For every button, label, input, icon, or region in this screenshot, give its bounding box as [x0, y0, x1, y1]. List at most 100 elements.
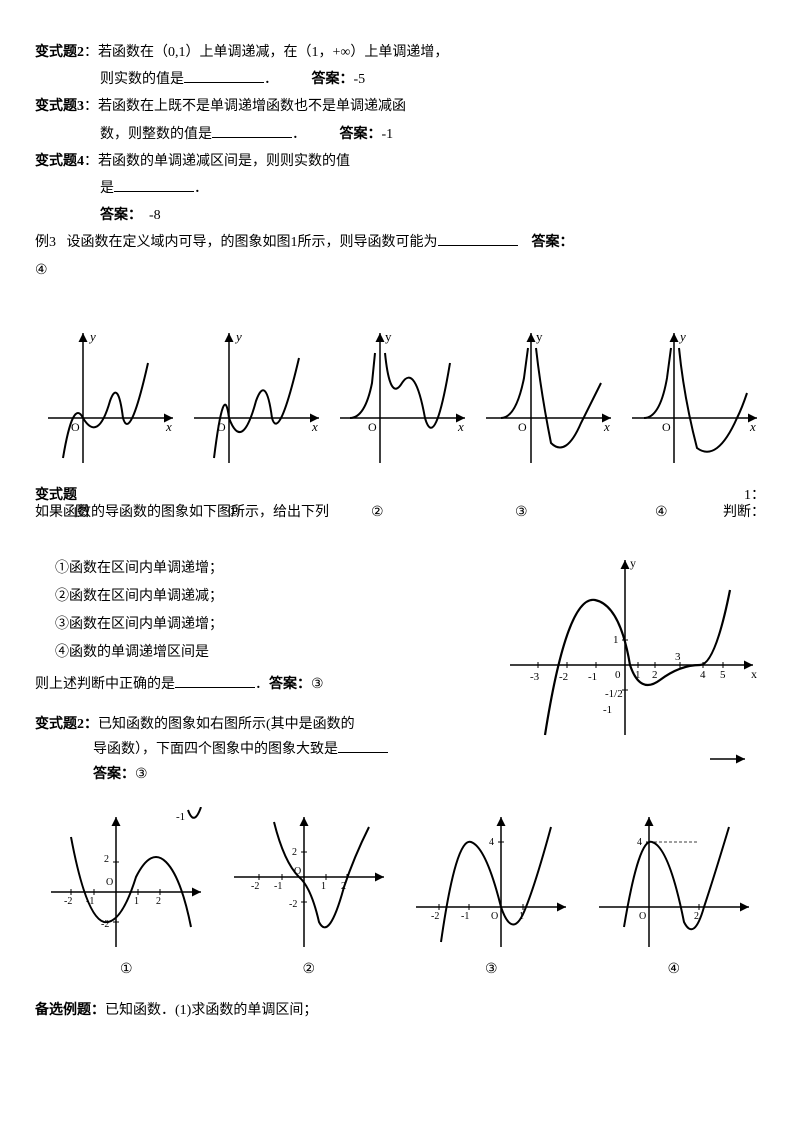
statements-answer-row: 则上述判断中正确的是．答案：③	[35, 672, 505, 697]
graph-svg-a1: y x O	[38, 323, 178, 473]
variant-2-label: 变式题2	[35, 45, 84, 60]
answer-label: 答案：	[312, 72, 354, 87]
variant-4-line2: 是．	[100, 176, 765, 201]
svg-text:y: y	[385, 329, 392, 344]
statements-correct-prefix: 则上述判断中正确的是	[35, 677, 175, 692]
variant-2b-line2: 导函数），下面四个图象中的图象大致是	[93, 742, 338, 757]
variant-2b-answer: ③	[135, 767, 148, 782]
example-3-answer-text: ④	[35, 263, 48, 278]
svg-text:2: 2	[104, 854, 109, 865]
graph-a-1: y x O	[35, 323, 181, 473]
variant-4-text: ：若函数的单调递减区间是，则则实数的值	[84, 154, 350, 169]
svg-text:O: O	[71, 420, 80, 434]
variant-2b-line1: 已知函数的图象如右图所示(其中是函数的	[98, 717, 355, 732]
variant-3-label: 变式题3	[35, 99, 84, 114]
blank	[212, 124, 292, 138]
answer-label: 答案：	[532, 235, 574, 250]
statement-1: ①函数在区间内单调递增；	[55, 555, 505, 583]
svg-text:-2: -2	[559, 671, 568, 683]
svg-text:-2: -2	[431, 911, 439, 922]
svg-text:-3: -3	[530, 671, 540, 683]
graph-b1-label: ①	[120, 957, 133, 982]
graph-b4-label: ④	[667, 957, 680, 982]
svg-text:-1: -1	[588, 671, 597, 683]
variant-4-answer-row: 答案： -8	[100, 203, 765, 228]
variant-2-line2-prefix: 则实数的值是	[100, 72, 184, 87]
svg-text:0: 0	[615, 669, 621, 681]
graph-svg-b4: O 2 4	[594, 807, 754, 957]
svg-text:O: O	[639, 911, 646, 922]
optional-label: 备选例题：	[35, 1003, 105, 1018]
svg-text:-1: -1	[176, 811, 185, 823]
blank	[114, 178, 194, 192]
variant-2b-answer-row: 答案：③	[93, 762, 505, 787]
graph-a-labels: 变式题 1： 图 ① ② ③ ④ 如果函数的导函数的图象如下图所示，给出下列 判…	[35, 483, 765, 525]
graph-svg-a2: y x O	[184, 323, 324, 473]
derivative-graph: y x -3 -2 -1 0 1 2 3 4 5 1 -1/2 -1	[505, 545, 765, 788]
svg-text:x: x	[749, 419, 756, 434]
graph-svg-b2: -2 -1 O 1 2 2 -2	[229, 807, 389, 957]
graph-svg-b3: -2 -1 O 1 4	[411, 807, 571, 957]
variant-3-line2: 数，则整数的值是． 答案：-1	[100, 122, 765, 147]
statements-block: ①函数在区间内单调递增； ②函数在区间内单调递减； ③函数在区间内单调递增； ④…	[35, 545, 765, 788]
svg-text:y: y	[88, 329, 96, 344]
svg-text:1: 1	[321, 881, 326, 892]
statements-list: ①函数在区间内单调递增； ②函数在区间内单调递减； ③函数在区间内单调递增； ④…	[55, 555, 505, 667]
svg-text:O: O	[518, 420, 527, 434]
example-3: 例3 设函数在定义域内可导，的图象如图1所示，则导函数可能为 答案：	[35, 230, 765, 255]
svg-text:x: x	[457, 419, 464, 434]
svg-text:O: O	[662, 420, 671, 434]
mid-problem-text: 如果函数的导函数的图象如下图所示，给出下列	[35, 500, 723, 525]
optional-text: 已知函数．(1)求函数的单调区间；	[105, 1003, 317, 1018]
graph-a-3: y x O	[327, 323, 473, 473]
graph-row-a: y x O y x O y x O	[35, 323, 765, 473]
svg-text:-1: -1	[461, 911, 469, 922]
svg-text:3: 3	[675, 651, 681, 663]
graph-b-3: -2 -1 O 1 4 ③	[400, 807, 583, 982]
graph-svg-a5: y x O	[622, 323, 762, 473]
graph-row-b: -2 -1 O 1 2 2 -2 -1 ① -2 -1 O 1 2	[35, 807, 765, 982]
graph-a-2: y x O	[181, 323, 327, 473]
variant-2b: 变式题2：已知函数的图象如右图所示(其中是函数的	[35, 712, 505, 737]
svg-text:O: O	[106, 877, 113, 888]
example-3-label: 例3	[35, 235, 56, 250]
graph-a-5: y x O	[619, 323, 765, 473]
variant-3-line2-prefix: 数，则整数的值是	[100, 127, 212, 142]
svg-text:y: y	[678, 329, 686, 344]
variant-2: 变式题2：若函数在（0,1）上单调递减，在（1，+∞）上单调递增，	[35, 40, 765, 65]
statements-answer: ③	[311, 677, 324, 692]
svg-text:2: 2	[156, 896, 161, 907]
fragment-arrow	[705, 754, 755, 784]
variant-2-text: ：若函数在（0,1）上单调递减，在（1，+∞）上单调递增，	[84, 45, 448, 60]
svg-text:x: x	[165, 419, 172, 434]
variant-2-answer: -5	[354, 72, 366, 87]
svg-text:-2: -2	[64, 896, 72, 907]
svg-text:O: O	[491, 911, 498, 922]
svg-text:5: 5	[720, 669, 726, 681]
variant-3-text: ：若函数在上既不是单调递增函数也不是单调递减函	[84, 99, 406, 114]
graph-b3-label: ③	[485, 957, 498, 982]
statement-2: ②函数在区间内单调递减；	[55, 583, 505, 611]
svg-text:-1/2: -1/2	[605, 688, 623, 700]
answer-label: 答案：	[93, 767, 135, 782]
svg-text:y: y	[234, 329, 242, 344]
variant-2b-label: 变式题2：	[35, 717, 98, 732]
variant-3: 变式题3：若函数在上既不是单调递增函数也不是单调递减函	[35, 94, 765, 119]
svg-text:-2: -2	[251, 881, 259, 892]
svg-text:1: 1	[134, 896, 139, 907]
graph-b-1: -2 -1 O 1 2 2 -2 -1 ①	[35, 807, 218, 982]
svg-text:O: O	[368, 420, 377, 434]
mid-problem-right: 判断：	[723, 500, 765, 525]
answer-label: 答案：	[100, 208, 142, 223]
blank	[175, 674, 255, 688]
svg-text:x: x	[311, 419, 318, 434]
svg-text:-1: -1	[603, 704, 612, 716]
svg-text:y: y	[630, 556, 636, 570]
variant-4-answer: -8	[149, 208, 161, 223]
graph-svg-a4: y x O	[476, 323, 616, 473]
answer-label: 答案：	[269, 677, 311, 692]
svg-text:4: 4	[489, 837, 494, 848]
blank	[338, 739, 388, 753]
example-3-text: 设函数在定义域内可导，的图象如图1所示，则导函数可能为	[67, 235, 438, 250]
deriv-graph-svg: y x -3 -2 -1 0 1 2 3 4 5 1 -1/2 -1	[505, 545, 765, 745]
